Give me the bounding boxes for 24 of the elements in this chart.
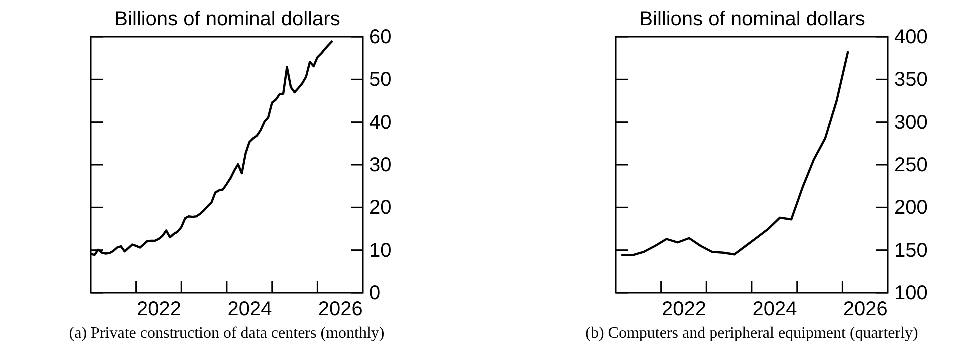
y-tick-label: 60: [370, 26, 392, 48]
x-tick-label: 2024: [752, 298, 798, 320]
y-tick-label: 0: [370, 282, 381, 304]
x-tick-label: 2022: [137, 298, 182, 320]
y-tick-label: 200: [894, 197, 928, 220]
y-tick-label: 300: [894, 112, 928, 134]
y-tick-label: 50: [370, 69, 392, 92]
y-tick-label: 20: [370, 197, 392, 220]
x-tick-label: 2022: [662, 298, 707, 320]
text: (a) Private construction of data centers (monthly): [69, 325, 385, 342]
y-axis-title: Billions of nominal dollars: [114, 8, 340, 30]
y-tick-label: 350: [894, 69, 928, 92]
y-tick-label: 150: [894, 240, 928, 262]
y-axis-title: Billions of nominal dollars: [640, 8, 866, 30]
y-tick-label: 250: [894, 154, 928, 176]
x-tick-label: 2024: [228, 298, 272, 320]
y-tick-label: 400: [894, 26, 928, 48]
y-tick-label: 10: [370, 240, 392, 262]
text: (b) Computers and peripheral equipment (quarterly): [586, 325, 918, 342]
y-tick-label: 30: [370, 154, 392, 176]
x-tick-label: 2026: [318, 298, 363, 320]
x-tick-label: 2026: [843, 298, 888, 320]
y-tick-label: 40: [370, 112, 392, 134]
y-tick-label: 100: [894, 282, 928, 304]
